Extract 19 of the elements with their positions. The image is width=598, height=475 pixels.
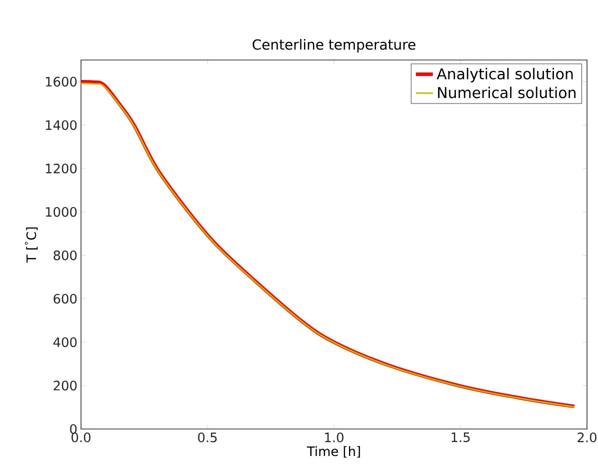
legend-label: Numerical solution — [438, 86, 576, 98]
y-tick-label: 1400 — [46, 120, 77, 130]
y-tick-label: 200 — [54, 380, 77, 390]
x-tick-label: 0.0 — [72, 432, 90, 442]
y-axis-title: T [$^{°}$C] — [24, 228, 38, 263]
legend-label: Analytical solution — [436, 68, 573, 82]
x-tick-label: 0.5 — [198, 432, 217, 442]
y-tick-label: 1600 — [46, 76, 77, 87]
x-axis-title: Time [h] — [306, 446, 360, 458]
y-tick-label: 600 — [54, 294, 77, 304]
x-tick-label: 1.0 — [325, 432, 344, 442]
y-tick-label: 1200 — [46, 164, 77, 174]
y-tick-label: 0 — [70, 424, 77, 434]
x-tick-label: 1.5 — [452, 432, 470, 442]
y-tick-label: 1000 — [46, 207, 77, 217]
y-tick-label: 400 — [53, 337, 77, 348]
chart-title: Centerline temperature — [252, 38, 416, 52]
y-tick-label: 800 — [54, 250, 77, 260]
x-tick-label: 2.0 — [578, 432, 596, 442]
